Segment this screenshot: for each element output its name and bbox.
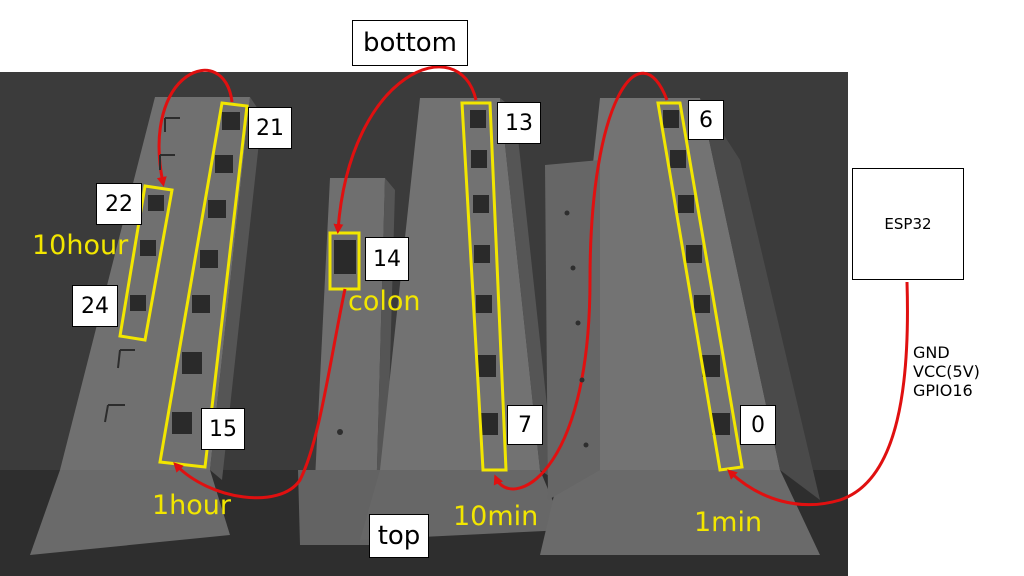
led-index-21: 21 — [248, 107, 292, 149]
one-min-panel-base — [540, 470, 820, 555]
one-hour-label: 1hour — [152, 490, 232, 521]
red-wiring — [156, 65, 909, 507]
one-min-panel — [560, 98, 780, 470]
led-index-15: 15 — [201, 408, 245, 450]
bottom-label: bottom — [352, 20, 468, 66]
led-index-0: 0 — [740, 405, 776, 445]
inner-wall — [545, 160, 600, 500]
ten-min-led-blocks — [470, 110, 498, 435]
led-index-24: 24 — [72, 285, 118, 327]
one-min-led-blocks — [663, 110, 730, 435]
pin-gnd: GND — [913, 343, 950, 362]
screw-holes — [337, 210, 589, 448]
colon-label: colon — [348, 286, 421, 317]
colon-led-block — [334, 240, 356, 274]
pin-vcc: VCC(5V) — [913, 362, 980, 381]
ten-min-panel — [380, 98, 540, 470]
hour-panel-base — [30, 470, 230, 555]
esp32-pin-list: GND VCC(5V) GPIO16 — [913, 343, 980, 400]
one-min-panel-side — [700, 98, 820, 500]
ten-min-panel-side — [500, 98, 555, 480]
led-index-13: 13 — [497, 102, 541, 144]
panel-marks — [104, 117, 180, 423]
top-label: top — [369, 514, 429, 558]
one-min-label: 1min — [694, 507, 763, 538]
hour-led-blocks — [130, 112, 240, 434]
pin-gpio16: GPIO16 — [913, 381, 973, 400]
esp32-label: ESP32 — [884, 215, 932, 233]
led-index-14: 14 — [365, 237, 409, 281]
led-index-22: 22 — [96, 183, 142, 225]
led-strip-highlights — [118, 101, 744, 472]
hour-panel-side — [210, 97, 262, 480]
esp32-box: ESP32 — [852, 168, 964, 280]
ten-hour-label: 10hour — [32, 230, 129, 261]
led-index-7: 7 — [507, 405, 543, 445]
led-index-6: 6 — [688, 100, 724, 140]
ten-min-label: 10min — [453, 501, 539, 532]
